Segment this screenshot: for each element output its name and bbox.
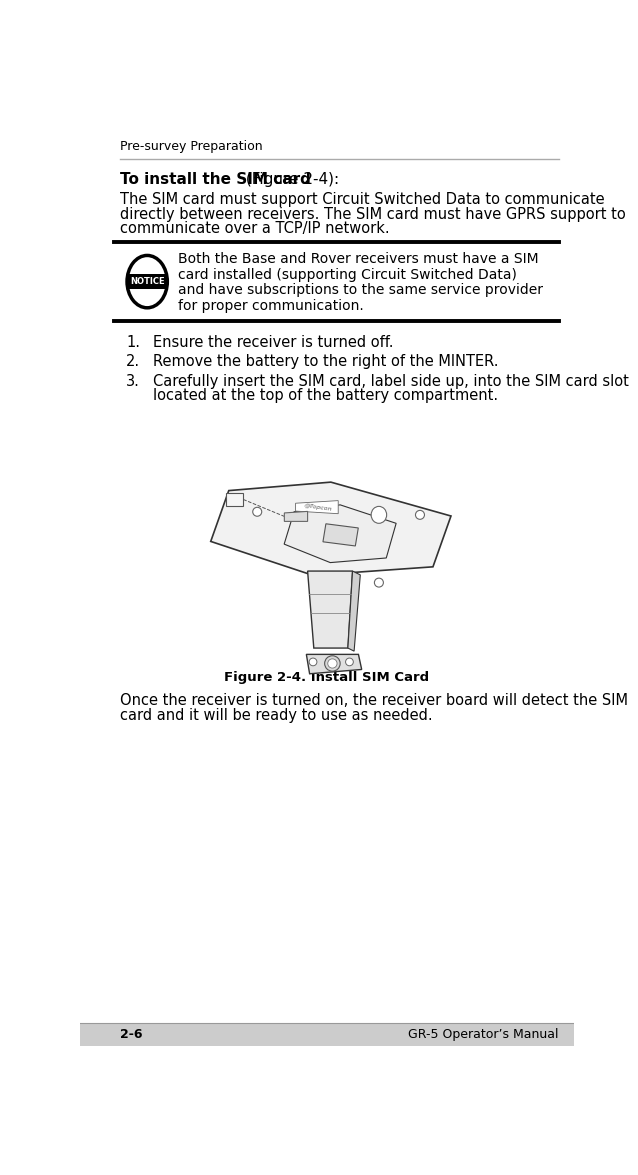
Text: To install the SIM card: To install the SIM card — [120, 172, 311, 187]
Circle shape — [253, 508, 262, 516]
Text: Ensure the receiver is turned off.: Ensure the receiver is turned off. — [152, 335, 393, 350]
Text: and have subscriptions to the same service provider: and have subscriptions to the same servi… — [178, 283, 543, 297]
Text: directly between receivers. The SIM card must have GPRS support to: directly between receivers. The SIM card… — [120, 207, 626, 222]
Polygon shape — [284, 505, 396, 563]
Circle shape — [346, 658, 353, 666]
Polygon shape — [226, 492, 243, 506]
Text: Carefully insert the SIM card, label side up, into the SIM card slot: Carefully insert the SIM card, label sid… — [152, 374, 628, 389]
Text: (Figure 2-4):: (Figure 2-4): — [241, 172, 339, 187]
Text: @Topcon: @Topcon — [304, 503, 333, 511]
Ellipse shape — [371, 506, 387, 523]
Ellipse shape — [127, 255, 167, 308]
Text: card installed (supporting Circuit Switched Data): card installed (supporting Circuit Switc… — [178, 268, 517, 282]
Circle shape — [328, 659, 337, 669]
Circle shape — [415, 510, 424, 519]
Text: 2-6: 2-6 — [120, 1028, 142, 1041]
Text: The SIM card must support Circuit Switched Data to communicate: The SIM card must support Circuit Switch… — [120, 192, 605, 207]
Circle shape — [375, 578, 383, 588]
Polygon shape — [348, 571, 360, 651]
Text: Remove the battery to the right of the MINTER.: Remove the battery to the right of the M… — [152, 354, 498, 369]
Text: Once the receiver is turned on, the receiver board will detect the SIM: Once the receiver is turned on, the rece… — [120, 693, 628, 707]
Circle shape — [325, 656, 340, 671]
Text: GR-5 Operator’s Manual: GR-5 Operator’s Manual — [408, 1028, 559, 1041]
Text: Both the Base and Rover receivers must have a SIM: Both the Base and Rover receivers must h… — [178, 253, 539, 267]
Text: card and it will be ready to use as needed.: card and it will be ready to use as need… — [120, 707, 433, 723]
Text: for proper communication.: for proper communication. — [178, 298, 364, 313]
Polygon shape — [323, 524, 359, 546]
Text: Pre-survey Preparation: Pre-survey Preparation — [120, 140, 263, 153]
FancyBboxPatch shape — [80, 1022, 574, 1046]
Polygon shape — [306, 654, 362, 673]
Text: 2.: 2. — [126, 354, 140, 369]
FancyBboxPatch shape — [128, 274, 167, 289]
Text: NOTICE: NOTICE — [130, 277, 165, 287]
Text: 3.: 3. — [126, 374, 140, 389]
Circle shape — [309, 658, 317, 666]
Polygon shape — [211, 482, 451, 576]
Polygon shape — [285, 511, 308, 522]
Polygon shape — [308, 571, 353, 649]
Polygon shape — [295, 501, 338, 513]
Text: communicate over a TCP/IP network.: communicate over a TCP/IP network. — [120, 221, 390, 236]
Text: located at the top of the battery compartment.: located at the top of the battery compar… — [152, 389, 498, 403]
Text: 1.: 1. — [126, 335, 140, 350]
Text: Figure 2-4. Install SIM Card: Figure 2-4. Install SIM Card — [225, 671, 429, 684]
